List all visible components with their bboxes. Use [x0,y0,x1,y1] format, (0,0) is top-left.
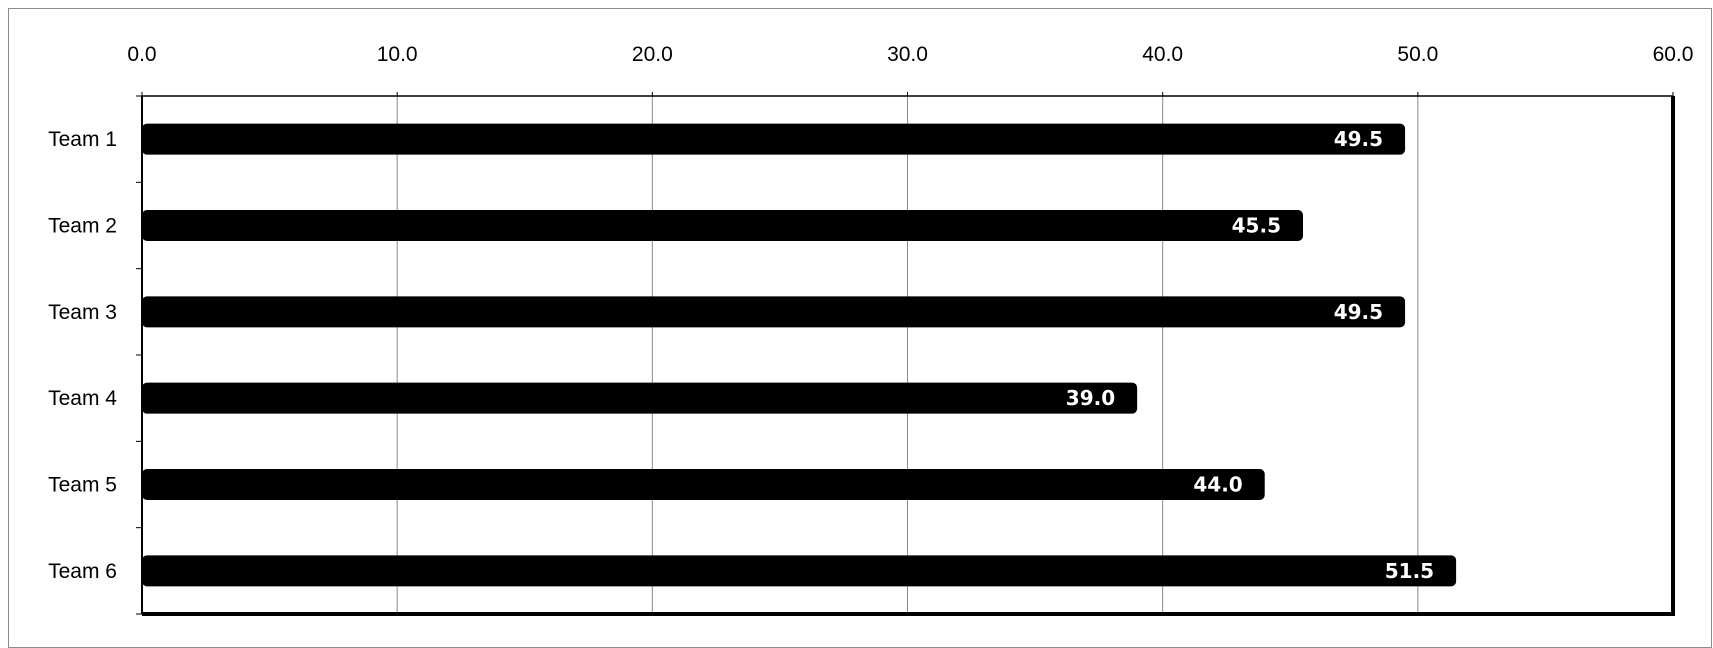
category-label: Team 6 [48,560,117,583]
category-label: Team 4 [48,387,117,410]
data-label: 51.5 [1385,559,1434,583]
data-label: 44.0 [1193,473,1242,497]
x-tick-label: 10.0 [377,43,418,66]
x-tick-label: 50.0 [1397,43,1438,66]
chart-frame [8,8,1712,648]
category-label: Team 3 [48,301,117,324]
data-label: 39.0 [1066,386,1115,410]
bar [142,382,1138,414]
bar [142,210,1304,241]
bar [142,469,1265,500]
data-label: 49.5 [1334,127,1383,151]
category-label: Team 1 [48,128,117,151]
data-label: 49.5 [1334,300,1383,324]
x-tick-label: 20.0 [632,43,673,66]
x-tick-label: 60.0 [1653,43,1694,66]
x-tick-label: 30.0 [887,43,928,66]
x-tick-label: 40.0 [1142,43,1183,66]
category-label: Team 5 [48,474,117,497]
category-label: Team 2 [48,215,117,238]
bar [142,296,1406,328]
bar [142,555,1457,587]
data-label: 45.5 [1232,214,1281,238]
x-tick-label: 0.0 [127,43,156,66]
bar [142,123,1406,155]
